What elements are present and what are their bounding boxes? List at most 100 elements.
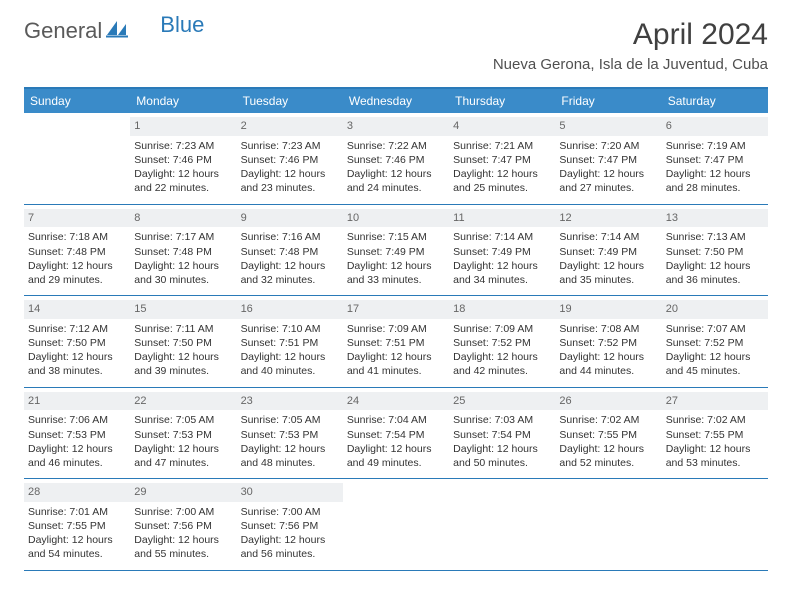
daylight-text: Daylight: 12 hours and 50 minutes. bbox=[453, 442, 551, 470]
day-number: 6 bbox=[662, 117, 768, 136]
sunset-text: Sunset: 7:47 PM bbox=[453, 153, 551, 167]
brand-sail-icon bbox=[106, 18, 128, 44]
daylight-text: Daylight: 12 hours and 29 minutes. bbox=[28, 259, 126, 287]
day-number: 30 bbox=[237, 483, 343, 502]
sunrise-text: Sunrise: 7:18 AM bbox=[28, 230, 126, 244]
day-number: 18 bbox=[449, 300, 555, 319]
sunset-text: Sunset: 7:53 PM bbox=[241, 428, 339, 442]
sunrise-text: Sunrise: 7:01 AM bbox=[28, 505, 126, 519]
sunset-text: Sunset: 7:50 PM bbox=[28, 336, 126, 350]
calendar-cell: 8Sunrise: 7:17 AMSunset: 7:48 PMDaylight… bbox=[130, 205, 236, 296]
day-number: 22 bbox=[130, 392, 236, 411]
sunrise-text: Sunrise: 7:19 AM bbox=[666, 139, 764, 153]
day-number: 4 bbox=[449, 117, 555, 136]
sunset-text: Sunset: 7:56 PM bbox=[134, 519, 232, 533]
day-number: 26 bbox=[555, 392, 661, 411]
day-number: 2 bbox=[237, 117, 343, 136]
day-number: 17 bbox=[343, 300, 449, 319]
sunrise-text: Sunrise: 7:03 AM bbox=[453, 413, 551, 427]
calendar-cell: 20Sunrise: 7:07 AMSunset: 7:52 PMDayligh… bbox=[662, 296, 768, 387]
daylight-text: Daylight: 12 hours and 30 minutes. bbox=[134, 259, 232, 287]
sunset-text: Sunset: 7:46 PM bbox=[134, 153, 232, 167]
calendar-cell: 18Sunrise: 7:09 AMSunset: 7:52 PMDayligh… bbox=[449, 296, 555, 387]
day-number: 24 bbox=[343, 392, 449, 411]
day-header: Sunday bbox=[24, 89, 130, 113]
daylight-text: Daylight: 12 hours and 48 minutes. bbox=[241, 442, 339, 470]
calendar: Sunday Monday Tuesday Wednesday Thursday… bbox=[24, 87, 768, 571]
sunset-text: Sunset: 7:53 PM bbox=[28, 428, 126, 442]
daylight-text: Daylight: 12 hours and 56 minutes. bbox=[241, 533, 339, 561]
daylight-text: Daylight: 12 hours and 54 minutes. bbox=[28, 533, 126, 561]
sunset-text: Sunset: 7:49 PM bbox=[347, 245, 445, 259]
day-number: 12 bbox=[555, 209, 661, 228]
calendar-cell: 28Sunrise: 7:01 AMSunset: 7:55 PMDayligh… bbox=[24, 479, 130, 570]
day-header: Friday bbox=[555, 89, 661, 113]
calendar-cell bbox=[24, 113, 130, 204]
daylight-text: Daylight: 12 hours and 53 minutes. bbox=[666, 442, 764, 470]
sunrise-text: Sunrise: 7:14 AM bbox=[453, 230, 551, 244]
calendar-cell: 25 Sunrise: 7:03 AMSunset: 7:54 PMDayligh… bbox=[449, 388, 555, 479]
calendar-cell: 13Sunrise: 7:13 AMSunset: 7:50 PMDayligh… bbox=[662, 205, 768, 296]
sunset-text: Sunset: 7:53 PM bbox=[134, 428, 232, 442]
daylight-text: Daylight: 12 hours and 47 minutes. bbox=[134, 442, 232, 470]
sunrise-text: Sunrise: 7:06 AM bbox=[28, 413, 126, 427]
week-row: 21Sunrise: 7:06 AMSunset: 7:53 PMDayligh… bbox=[24, 388, 768, 480]
day-number: 21 bbox=[24, 392, 130, 411]
sunset-text: Sunset: 7:47 PM bbox=[666, 153, 764, 167]
sunrise-text: Sunrise: 7:14 AM bbox=[559, 230, 657, 244]
day-headers-row: Sunday Monday Tuesday Wednesday Thursday… bbox=[24, 89, 768, 113]
daylight-text: Daylight: 12 hours and 49 minutes. bbox=[347, 442, 445, 470]
calendar-cell: 6 Sunrise: 7:19 AMSunset: 7:47 PMDaylight… bbox=[662, 113, 768, 204]
sunrise-text: Sunrise: 7:05 AM bbox=[134, 413, 232, 427]
sunrise-text: Sunrise: 7:15 AM bbox=[347, 230, 445, 244]
sunrise-text: Sunrise: 7:09 AM bbox=[347, 322, 445, 336]
sunset-text: Sunset: 7:49 PM bbox=[559, 245, 657, 259]
calendar-cell: 5Sunrise: 7:20 AMSunset: 7:47 PMDaylight… bbox=[555, 113, 661, 204]
day-number: 20 bbox=[662, 300, 768, 319]
calendar-cell: 29Sunrise: 7:00 AMSunset: 7:56 PMDayligh… bbox=[130, 479, 236, 570]
sunset-text: Sunset: 7:50 PM bbox=[134, 336, 232, 350]
calendar-cell bbox=[449, 479, 555, 570]
sunrise-text: Sunrise: 7:04 AM bbox=[347, 413, 445, 427]
sunrise-text: Sunrise: 7:02 AM bbox=[666, 413, 764, 427]
sunset-text: Sunset: 7:48 PM bbox=[28, 245, 126, 259]
day-header: Tuesday bbox=[237, 89, 343, 113]
daylight-text: Daylight: 12 hours and 38 minutes. bbox=[28, 350, 126, 378]
calendar-cell: 24Sunrise: 7:04 AMSunset: 7:54 PMDayligh… bbox=[343, 388, 449, 479]
calendar-cell: 1Sunrise: 7:23 AMSunset: 7:46 PMDaylight… bbox=[130, 113, 236, 204]
sunrise-text: Sunrise: 7:00 AM bbox=[241, 505, 339, 519]
sunset-text: Sunset: 7:46 PM bbox=[241, 153, 339, 167]
sunrise-text: Sunrise: 7:00 AM bbox=[134, 505, 232, 519]
day-number: 1 bbox=[130, 117, 236, 136]
sunset-text: Sunset: 7:51 PM bbox=[241, 336, 339, 350]
daylight-text: Daylight: 12 hours and 46 minutes. bbox=[28, 442, 126, 470]
daylight-text: Daylight: 12 hours and 33 minutes. bbox=[347, 259, 445, 287]
day-header: Monday bbox=[130, 89, 236, 113]
day-header: Wednesday bbox=[343, 89, 449, 113]
calendar-cell: 22 Sunrise: 7:05 AMSunset: 7:53 PMDayligh… bbox=[130, 388, 236, 479]
sunrise-text: Sunrise: 7:13 AM bbox=[666, 230, 764, 244]
daylight-text: Daylight: 12 hours and 28 minutes. bbox=[666, 167, 764, 195]
calendar-cell: 7 Sunrise: 7:18 AMSunset: 7:48 PMDaylight… bbox=[24, 205, 130, 296]
calendar-cell: 16Sunrise: 7:10 AMSunset: 7:51 PMDayligh… bbox=[237, 296, 343, 387]
calendar-cell: 10Sunrise: 7:15 AMSunset: 7:49 PMDayligh… bbox=[343, 205, 449, 296]
day-number: 19 bbox=[555, 300, 661, 319]
sunset-text: Sunset: 7:48 PM bbox=[241, 245, 339, 259]
day-number: 25 bbox=[449, 392, 555, 411]
sunrise-text: Sunrise: 7:20 AM bbox=[559, 139, 657, 153]
weeks-container: 1Sunrise: 7:23 AMSunset: 7:46 PMDaylight… bbox=[24, 113, 768, 571]
sunrise-text: Sunrise: 7:07 AM bbox=[666, 322, 764, 336]
daylight-text: Daylight: 12 hours and 32 minutes. bbox=[241, 259, 339, 287]
sunset-text: Sunset: 7:54 PM bbox=[453, 428, 551, 442]
daylight-text: Daylight: 12 hours and 36 minutes. bbox=[666, 259, 764, 287]
sunrise-text: Sunrise: 7:16 AM bbox=[241, 230, 339, 244]
sunrise-text: Sunrise: 7:05 AM bbox=[241, 413, 339, 427]
calendar-cell: 19Sunrise: 7:08 AMSunset: 7:52 PMDayligh… bbox=[555, 296, 661, 387]
day-number: 29 bbox=[130, 483, 236, 502]
sunset-text: Sunset: 7:52 PM bbox=[453, 336, 551, 350]
sunrise-text: Sunrise: 7:08 AM bbox=[559, 322, 657, 336]
week-row: 28Sunrise: 7:01 AMSunset: 7:55 PMDayligh… bbox=[24, 479, 768, 571]
daylight-text: Daylight: 12 hours and 42 minutes. bbox=[453, 350, 551, 378]
daylight-text: Daylight: 12 hours and 27 minutes. bbox=[559, 167, 657, 195]
day-number: 7 bbox=[24, 209, 130, 228]
